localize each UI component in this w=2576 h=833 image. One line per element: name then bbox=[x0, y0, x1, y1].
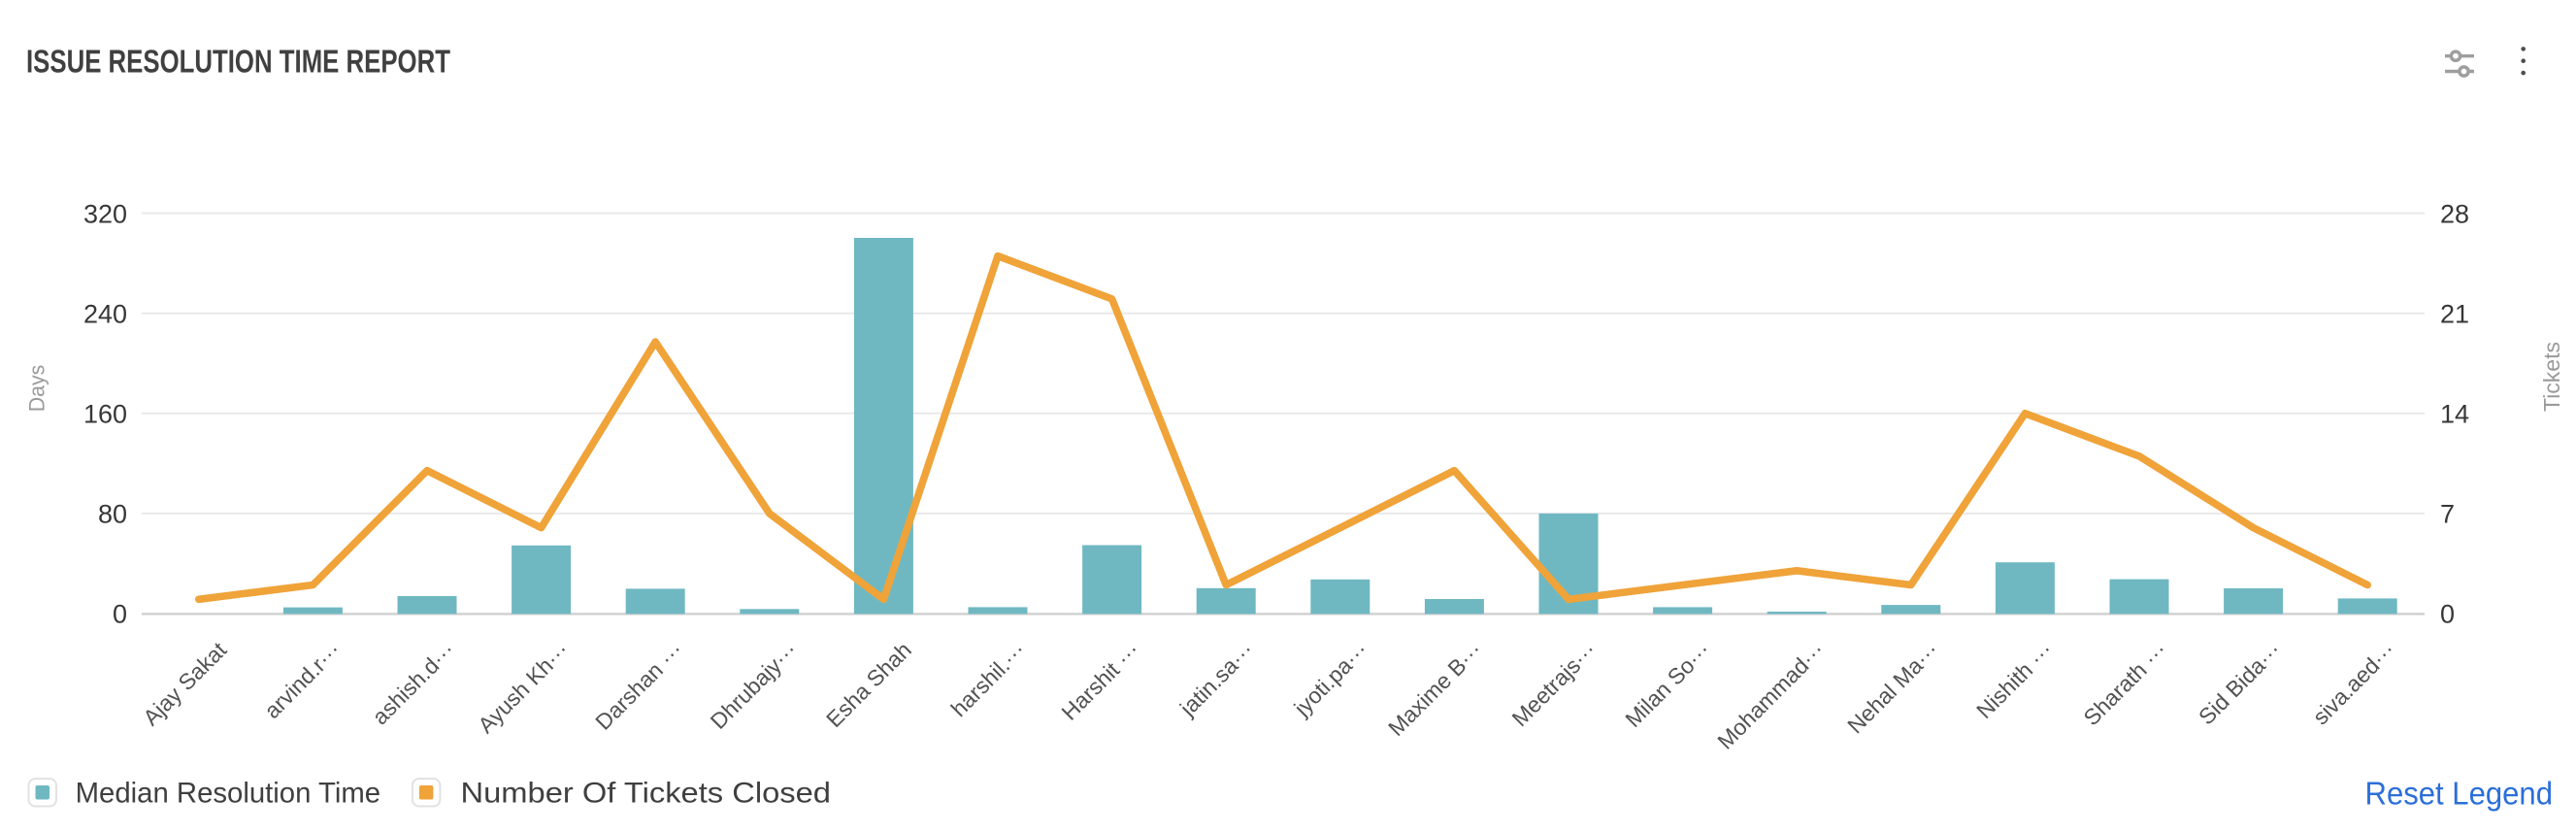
svg-text:0: 0 bbox=[2440, 600, 2455, 629]
svg-text:Median Resolution Time: Median Resolution Time bbox=[76, 778, 381, 810]
svg-text:Reset Legend: Reset Legend bbox=[2365, 775, 2554, 811]
svg-text:0: 0 bbox=[113, 600, 127, 629]
svg-text:ISSUE RESOLUTION TIME REPORT: ISSUE RESOLUTION TIME REPORT bbox=[26, 44, 450, 80]
svg-text:Tickets: Tickets bbox=[2539, 342, 2564, 412]
svg-text:Days: Days bbox=[25, 365, 50, 413]
svg-text:240: 240 bbox=[83, 299, 127, 328]
svg-text:7: 7 bbox=[2440, 500, 2455, 529]
svg-text:28: 28 bbox=[2440, 199, 2469, 228]
svg-text:Number Of Tickets Closed: Number Of Tickets Closed bbox=[461, 778, 832, 810]
svg-text:160: 160 bbox=[83, 400, 127, 429]
svg-text:14: 14 bbox=[2440, 400, 2469, 429]
svg-text:21: 21 bbox=[2440, 299, 2469, 328]
svg-text:320: 320 bbox=[83, 199, 127, 228]
svg-text:80: 80 bbox=[98, 500, 127, 529]
